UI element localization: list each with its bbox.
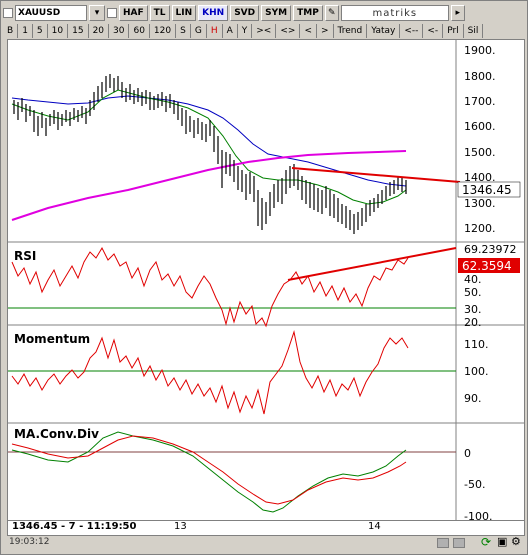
toolbar-btn-tl[interactable]: TL [149, 5, 170, 21]
scroll-right-button[interactable]: ▸ [450, 5, 465, 21]
x-label-13: 13 [174, 521, 187, 532]
svg-text:20.: 20. [464, 316, 482, 329]
svg-text:50.: 50. [464, 286, 482, 299]
period-b[interactable]: B [3, 23, 19, 38]
period-s[interactable]: S [176, 23, 191, 38]
period-15[interactable]: 15 [68, 23, 89, 38]
price-axis: 1900. 1800. 1700. 1600. 1500. 1400. 1300… [464, 44, 496, 235]
chart-area[interactable]: 1900. 1800. 1700. 1600. 1500. 1400. 1300… [7, 39, 525, 523]
last-price-label: 1346.45 [462, 183, 512, 197]
svg-text:40.: 40. [464, 273, 482, 286]
rsi-panel: RSI 69.23972 40. 50. 30. 20. 62.3594 [8, 243, 520, 329]
svg-text:-50.: -50. [464, 478, 485, 491]
undo-button[interactable]: <- [423, 23, 444, 38]
period-20[interactable]: 20 [88, 23, 110, 38]
period-120[interactable]: 120 [149, 23, 177, 38]
parallel-button[interactable]: Prl [443, 23, 464, 38]
momentum-line [11, 330, 409, 415]
window-icon[interactable]: ▣ [497, 535, 508, 548]
period-1[interactable]: 1 [18, 23, 33, 38]
x-axis-strip: 1346.45 - 7 - 11:19:50 13 14 [7, 520, 525, 536]
zoom-in-button[interactable]: <> [276, 23, 301, 38]
price-bars [13, 74, 407, 234]
macd-green-line [11, 431, 407, 513]
macd-panel: MA.Conv.Div 0 -50. -100. [8, 427, 492, 523]
svg-text:1800.: 1800. [464, 70, 496, 83]
svg-text:1900.: 1900. [464, 44, 496, 57]
option-checkbox[interactable] [107, 8, 117, 18]
rsi-axis: 69.23972 40. 50. 30. 20. [464, 243, 517, 329]
status-bar: 19:03:12 ⟳ ▣ ⚙ [7, 535, 523, 551]
symbol-checkbox[interactable] [3, 8, 13, 18]
scroll-right-step-button[interactable]: > [317, 23, 334, 38]
period-h[interactable]: H [206, 23, 223, 38]
macd-title: MA.Conv.Div [14, 427, 99, 441]
period-5[interactable]: 5 [32, 23, 48, 38]
undo-all-button[interactable]: <-- [400, 23, 424, 38]
svg-text:1600.: 1600. [464, 120, 496, 133]
scroll-left-button[interactable]: < [300, 23, 317, 38]
momentum-title: Momentum [14, 332, 90, 346]
zoom-thumb[interactable] [453, 538, 465, 548]
dropdown-button[interactable]: ▾ [89, 5, 105, 21]
svg-text:30.: 30. [464, 303, 482, 316]
toolbar-btn-lin[interactable]: LIN [171, 5, 197, 21]
svg-text:1400.: 1400. [464, 171, 496, 184]
refresh-icon[interactable]: ⟳ [481, 535, 492, 549]
period-toolbar: B 1 5 10 15 20 30 60 120 S G H A Y >< <>… [3, 23, 525, 38]
period-60[interactable]: 60 [129, 23, 150, 38]
pin-icon[interactable]: ✎ [324, 5, 339, 21]
svg-text:69.23972: 69.23972 [464, 243, 517, 256]
svg-text:1200.: 1200. [464, 222, 496, 235]
period-y[interactable]: Y [237, 23, 253, 38]
rsi-trendline [287, 247, 457, 281]
svg-text:1300.: 1300. [464, 197, 496, 210]
rsi-title: RSI [14, 249, 36, 263]
symbol-input[interactable]: XAUUSD [15, 5, 87, 21]
svg-text:1700.: 1700. [464, 95, 496, 108]
scroll-thumb[interactable] [437, 538, 449, 548]
toolbar-btn-svd[interactable]: SVD [230, 5, 260, 21]
period-30[interactable]: 30 [109, 23, 130, 38]
period-10[interactable]: 10 [47, 23, 69, 38]
price-trendline [291, 167, 461, 183]
brand-logo: matriks [340, 5, 449, 21]
magenta-ma-line [11, 150, 407, 221]
horizontal-button[interactable]: Yatay [367, 23, 401, 38]
svg-text:100.: 100. [464, 365, 489, 378]
momentum-panel: Momentum 110. 100. 90. [8, 330, 489, 415]
status-readout: 1346.45 - 7 - 11:19:50 [12, 521, 137, 532]
delete-button[interactable]: Sil [463, 23, 484, 38]
toolbar-btn-sym[interactable]: SYM [261, 5, 292, 21]
settings-icon[interactable]: ⚙ [511, 535, 521, 548]
trend-button[interactable]: Trend [333, 23, 368, 38]
period-g[interactable]: G [190, 23, 207, 38]
chart-svg: 1900. 1800. 1700. 1600. 1500. 1400. 1300… [8, 40, 524, 523]
rsi-line [11, 246, 409, 328]
svg-text:-100.: -100. [464, 510, 492, 520]
zoom-out-button[interactable]: >< [252, 23, 277, 38]
toolbar-btn-tmp[interactable]: TMP [293, 5, 323, 21]
rsi-current-label: 62.3594 [462, 259, 512, 273]
toolbar-btn-haf[interactable]: HAF [119, 5, 148, 21]
svg-text:0: 0 [464, 447, 471, 460]
main-toolbar: XAUUSD ▾ HAF TL LIN KHN SVD SYM TMP ✎ ma… [3, 3, 525, 23]
period-a[interactable]: A [222, 23, 238, 38]
toolbar-btn-khn[interactable]: KHN [198, 5, 229, 21]
chevron-right-icon: ▸ [455, 8, 461, 18]
macd-red-line [11, 435, 407, 505]
green-ma-line [11, 89, 407, 205]
macd-axis: 0 -50. -100. [464, 447, 492, 523]
chevron-down-icon: ▾ [94, 8, 100, 18]
momentum-axis: 110. 100. 90. [464, 338, 489, 405]
svg-text:1500.: 1500. [464, 146, 496, 159]
x-label-14: 14 [368, 521, 381, 532]
price-panel: 1900. 1800. 1700. 1600. 1500. 1400. 1300… [11, 44, 521, 235]
svg-text:110.: 110. [464, 338, 489, 351]
svg-text:90.: 90. [464, 392, 482, 405]
status-time: 19:03:12 [9, 537, 50, 547]
